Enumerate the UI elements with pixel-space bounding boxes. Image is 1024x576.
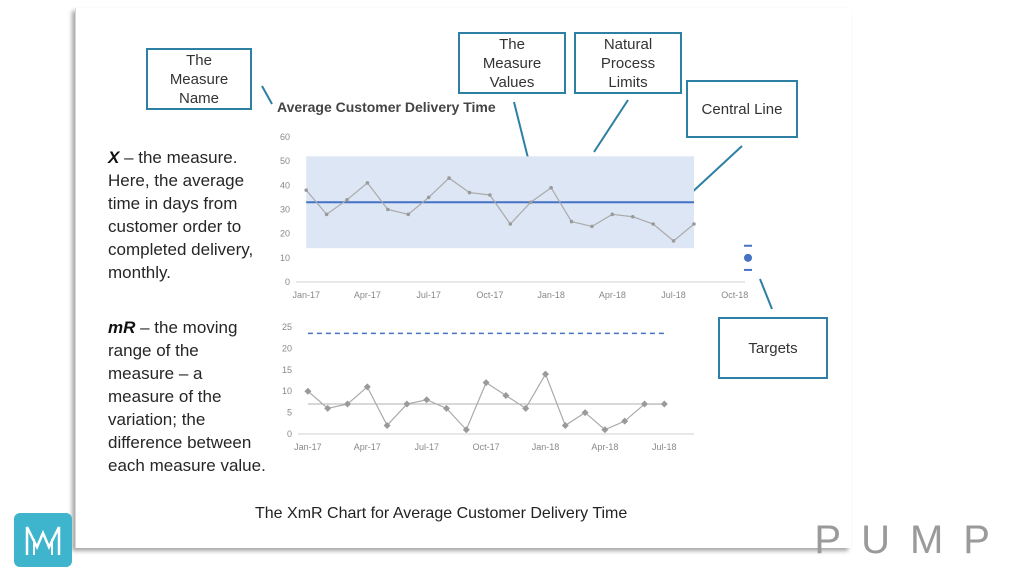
brand-text: PUMP: [814, 518, 1010, 562]
logo-mark-icon: [25, 526, 61, 555]
mr-chart-data-point: [502, 391, 510, 399]
connector-central-line: [687, 145, 743, 197]
mr-chart-y-tick-label: 20: [282, 343, 292, 353]
x-symbol: X: [108, 148, 120, 167]
mr-chart-y-tick-label: 0: [287, 429, 292, 439]
connector-targets: [759, 278, 773, 310]
mr-chart-data-point: [641, 400, 648, 408]
connector-measure-name: [261, 85, 273, 105]
mr-chart-data-point: [462, 426, 470, 434]
callout-connectors: [261, 85, 773, 310]
mr-chart-x-tick-label: Apr-18: [591, 442, 618, 452]
x-chart-x-tick-label: Jan-18: [537, 290, 565, 300]
x-chart-y-tick-label: 40: [280, 180, 290, 190]
callout-targets: Targets: [718, 317, 828, 379]
x-chart-x-tick-label: Jul-18: [661, 290, 686, 300]
callout-process-limits: Natural Process Limits: [574, 32, 682, 94]
mr-description: mR – the moving range of the measure – a…: [108, 316, 266, 477]
mr-chart-data-point: [621, 417, 629, 425]
x-description-text: – the measure. Here, the average time in…: [108, 148, 254, 282]
x-chart-data-point: [692, 222, 696, 226]
x-chart: 0 10 20 30 40 50 60 Jan-17 Apr-17 Jul-17 Oct-17 Jan…: [280, 132, 752, 300]
x-chart-data-point: [324, 212, 329, 217]
x-chart-data-point: [386, 207, 390, 212]
x-chart-data-point: [549, 185, 553, 190]
mr-chart-data-point: [403, 400, 411, 408]
mr-chart-x-tick-label: Oct-17: [473, 442, 500, 452]
x-chart-data-point: [365, 181, 370, 185]
callout-measure-name: The Measure Name: [146, 48, 252, 110]
brand-wordmark: PUMP: [814, 518, 1010, 563]
x-chart-y-tick-label: 30: [280, 205, 290, 215]
x-chart-y-tick-label: 10: [280, 253, 290, 263]
x-chart-y-tick-label: 50: [280, 156, 290, 166]
x-chart-data-point: [426, 195, 431, 200]
x-chart-title: Average Customer Delivery Time: [277, 99, 496, 115]
x-chart-target-point: [744, 253, 752, 262]
x-chart-data-point: [345, 198, 349, 202]
x-chart-data-point: [630, 214, 635, 219]
x-chart-y-tick-label: 60: [280, 132, 290, 142]
mr-chart: 0 5 10 15 20 25 Jan-17 Apr-17 Jul-17 Oct-17 Jan-18…: [282, 322, 694, 452]
x-chart-data-point: [508, 222, 513, 226]
mr-chart-y-tick-label: 10: [282, 386, 292, 396]
x-chart-x-tick-label: Oct-17: [476, 290, 503, 300]
mr-chart-data-point: [363, 383, 371, 391]
mr-chart-y-tick-label: 25: [282, 322, 292, 332]
mr-chart-data-point: [581, 409, 589, 417]
x-chart-series-line: [305, 177, 695, 242]
mr-chart-y-tick-label: 15: [282, 365, 292, 375]
mr-chart-data-point: [660, 400, 668, 408]
figure-caption: The XmR Chart for Average Customer Deliv…: [255, 505, 628, 522]
x-chart-data-point: [447, 176, 451, 180]
mr-chart-data-point: [542, 370, 549, 378]
mr-chart-data-point: [324, 404, 332, 412]
x-chart-data-point: [610, 212, 615, 217]
mr-chart-x-tick-label: Apr-17: [354, 442, 381, 452]
x-chart-data-point: [569, 219, 574, 224]
mr-chart-x-tick-label: Jul-17: [414, 442, 439, 452]
mr-chart-data-point: [383, 421, 391, 429]
mr-symbol: mR: [108, 318, 136, 337]
x-chart-x-tick-label: Apr-18: [599, 290, 626, 300]
mr-chart-data-point: [423, 396, 431, 404]
mr-chart-x-tick-label: Jan-17: [294, 442, 322, 452]
mr-chart-data-point: [443, 404, 450, 412]
x-chart-x-tick-label: Apr-17: [354, 290, 381, 300]
mr-chart-y-tick-label: 5: [287, 408, 292, 418]
x-chart-x-tick-label: Oct-18: [721, 290, 748, 300]
x-chart-y-tick-label: 20: [280, 229, 290, 239]
callout-central-line: Central Line: [686, 80, 798, 138]
mr-chart-data-point: [601, 426, 609, 434]
callout-measure-values: The Measure Values: [458, 32, 566, 94]
x-chart-data-point: [406, 212, 411, 217]
mr-chart-data-point: [344, 400, 351, 408]
mr-chart-x-tick-label: Jan-18: [532, 442, 560, 452]
x-chart-data-point: [651, 222, 655, 226]
mr-chart-x-tick-label: Jul-18: [652, 442, 677, 452]
mr-chart-data-point: [561, 421, 569, 429]
x-chart-data-point: [528, 200, 533, 205]
x-chart-x-tick-label: Jan-17: [292, 290, 320, 300]
mr-chart-data-point: [522, 404, 530, 412]
x-chart-x-tick-label: Jul-17: [416, 290, 441, 300]
x-chart-data-point: [590, 224, 594, 229]
x-chart-data-point: [304, 188, 309, 192]
mr-chart-data-point: [482, 379, 490, 387]
x-chart-y-tick-label: 0: [285, 277, 290, 287]
logo: [14, 513, 72, 567]
x-chart-data-point: [671, 239, 676, 243]
x-chart-data-point: [488, 193, 492, 197]
connector-process-limits: [593, 99, 629, 153]
mr-description-text: – the moving range of the measure – a me…: [108, 318, 266, 475]
x-chart-data-point: [467, 190, 472, 195]
x-description: X – the measure. Here, the average time …: [108, 146, 253, 284]
mr-chart-data-point: [304, 387, 312, 395]
